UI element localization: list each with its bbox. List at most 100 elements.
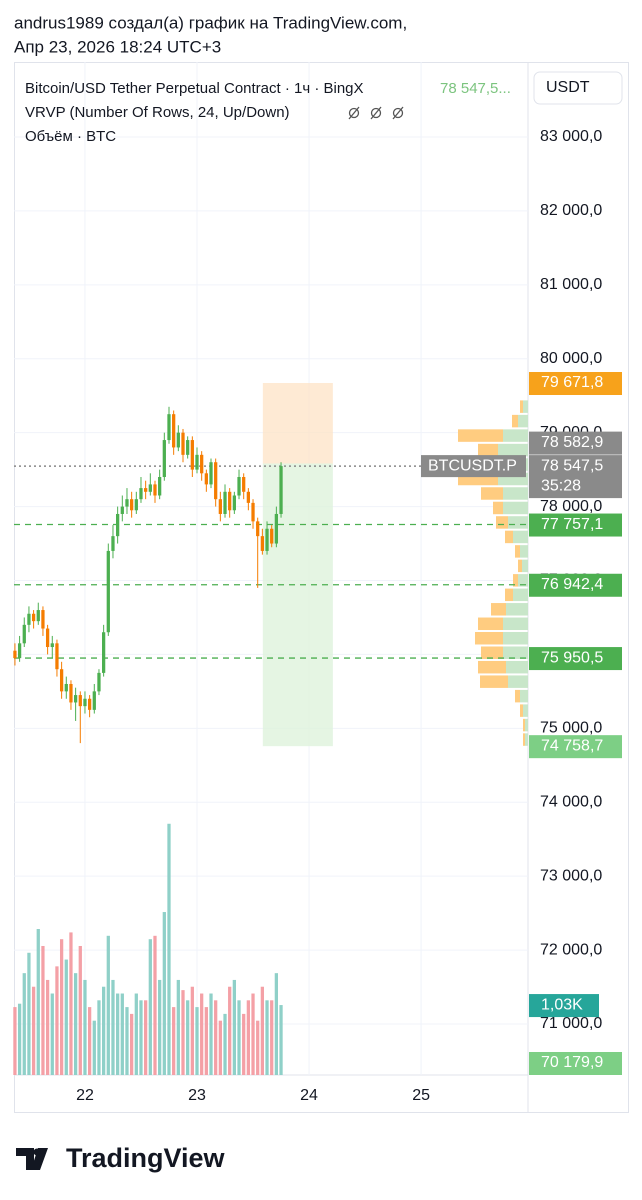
candle-body [125, 499, 129, 507]
profile-up [508, 675, 528, 688]
candle-body [172, 414, 176, 448]
profile-up [520, 545, 528, 558]
profile-down [475, 632, 503, 645]
volume-bar [148, 939, 152, 1075]
profile-up [503, 646, 528, 659]
candle-body [50, 643, 54, 648]
candle-body [218, 499, 222, 514]
plot: 71 000,0 72 000,0 73 000,0 74 000,0 75 000,0… [13, 62, 622, 1104]
candle-body [242, 477, 246, 492]
volume-bar [274, 973, 279, 1075]
profile-up [506, 603, 528, 616]
price-tag-label: 77 757,1 [541, 516, 603, 533]
candle-body [22, 624, 26, 644]
logo [16, 1148, 48, 1170]
volume-bar [186, 1000, 190, 1075]
symbol-tag [421, 455, 526, 478]
profile-down [513, 574, 518, 587]
volume-bar [22, 973, 26, 1075]
volume-bar [87, 1007, 92, 1075]
candle-body [27, 613, 31, 625]
volume-bar [228, 986, 232, 1075]
profile-down [478, 660, 506, 674]
hidden-icons[interactable] [348, 106, 404, 120]
candle-body [176, 432, 180, 448]
x-tick-label: 22 [76, 1087, 94, 1104]
candle-body [195, 454, 199, 470]
profile-up [513, 588, 528, 602]
volume-bar [78, 945, 82, 1075]
candle-body [251, 502, 255, 522]
position-target [262, 383, 333, 464]
price-tag [529, 431, 622, 455]
y-tick-label: 72 000,0 [540, 941, 602, 958]
price-tag [529, 372, 622, 396]
volume-bar [270, 1000, 274, 1075]
x-tick-label: 24 [300, 1087, 318, 1104]
candle-body [78, 695, 82, 707]
volume-bar [102, 986, 106, 1075]
candle-body [167, 414, 171, 441]
candle-body [190, 440, 194, 470]
brand: TradingView [66, 1143, 226, 1173]
volume-bar [190, 986, 194, 1075]
profile-down [505, 588, 513, 602]
legend-vrvp: VRVP (Number Of Rows, 24, Up/Down) [25, 104, 290, 121]
volume-bar [265, 1000, 269, 1075]
price-tag [529, 647, 622, 671]
profile-up [503, 617, 528, 631]
profile-up [503, 632, 528, 645]
volume-bar [218, 1020, 222, 1075]
candle-body [162, 440, 166, 478]
profile-up [525, 718, 528, 732]
profile-up [523, 400, 528, 413]
candle-body [97, 672, 101, 692]
candle-body [209, 462, 213, 485]
candle-body [186, 440, 190, 455]
candle-body [228, 491, 232, 511]
price-tag [529, 735, 622, 759]
profile-down [515, 689, 520, 703]
volume-bar [195, 1007, 199, 1075]
candle-body [87, 698, 92, 710]
price-tag-label: 74 758,7 [541, 737, 603, 754]
volume-bar [130, 1013, 134, 1075]
candle-body [265, 528, 269, 551]
volume-bar [125, 1007, 129, 1075]
profile-down [478, 443, 498, 457]
currency-button[interactable] [533, 71, 623, 105]
candle-body [120, 506, 124, 514]
volume-bar [111, 979, 115, 1075]
volume-bar [59, 939, 64, 1075]
volume-bar [120, 993, 124, 1075]
profile-up [503, 429, 528, 442]
candle-body [274, 513, 279, 544]
volume-bar [92, 1020, 96, 1075]
profile-up [508, 516, 528, 529]
price-tag-label: 70 179,9 [541, 1054, 603, 1071]
volume-bar [246, 1000, 250, 1075]
profile-down [505, 530, 513, 544]
volume-bar [153, 935, 157, 1075]
volume-bar [50, 993, 54, 1075]
candle-body [31, 613, 36, 622]
position-stop [262, 463, 333, 747]
candle-body [92, 691, 96, 710]
volume-bar [64, 959, 68, 1075]
volume-bar [31, 986, 36, 1075]
volume-bar [223, 1013, 227, 1075]
candle-body [279, 466, 283, 514]
profile-up [520, 689, 528, 703]
candle-body [64, 683, 68, 692]
volume-bar [176, 979, 180, 1075]
candle-body [130, 499, 134, 511]
symbol-label: BTCUSDT.P [428, 457, 517, 474]
price-tag-label: 75 950,5 [541, 649, 603, 666]
volume-bar [279, 1005, 283, 1075]
volume-bar [172, 1007, 176, 1075]
profile-up [506, 660, 528, 674]
volume-bar [139, 1000, 143, 1075]
profile-up [513, 530, 528, 544]
